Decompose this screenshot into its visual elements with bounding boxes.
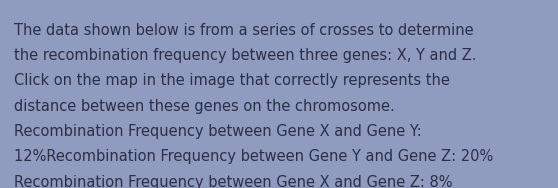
Text: Recombination Frequency between Gene X and Gene Y:: Recombination Frequency between Gene X a… xyxy=(14,124,422,139)
Text: Recombination Frequency between Gene X and Gene Z: 8%: Recombination Frequency between Gene X a… xyxy=(14,175,453,188)
Text: Click on the map in the image that correctly represents the: Click on the map in the image that corre… xyxy=(14,73,450,88)
Text: distance between these genes on the chromosome.: distance between these genes on the chro… xyxy=(14,99,395,114)
Text: The data shown below is from a series of crosses to determine: The data shown below is from a series of… xyxy=(14,23,474,38)
Text: the recombination frequency between three genes: X, Y and Z.: the recombination frequency between thre… xyxy=(14,48,477,63)
Text: 12%Recombination Frequency between Gene Y and Gene Z: 20%: 12%Recombination Frequency between Gene … xyxy=(14,149,493,164)
